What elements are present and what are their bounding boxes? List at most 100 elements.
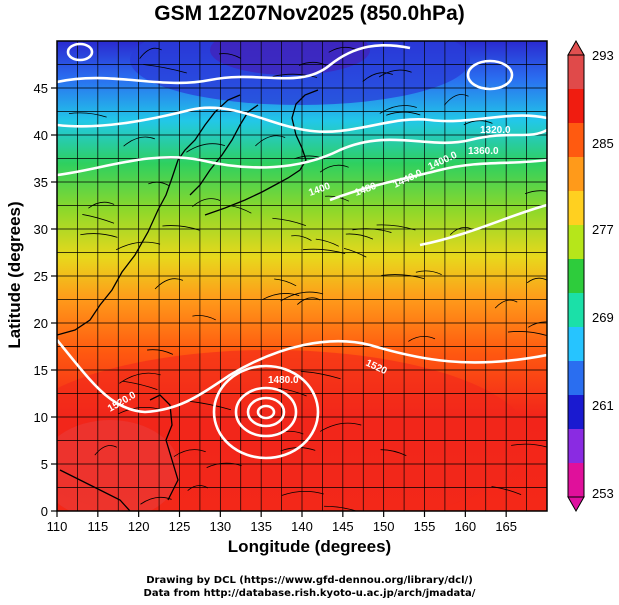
x-tick-label: 125	[169, 519, 191, 534]
colorbar-segment	[568, 293, 584, 328]
streamline	[218, 53, 241, 59]
philippines-coastline	[149, 394, 179, 501]
streamline	[303, 248, 346, 255]
y-tick-label: 15	[34, 363, 48, 378]
japan-coastline	[204, 89, 319, 216]
streamline	[297, 297, 321, 305]
streamline	[291, 235, 312, 241]
streamline	[139, 47, 162, 59]
colorbar-segment	[568, 55, 584, 90]
x-tick-label: 160	[454, 519, 476, 534]
x-tick-label: 150	[373, 519, 395, 534]
y-tick-label: 45	[34, 81, 48, 96]
contour-label: 1320.0	[480, 125, 511, 136]
streamline	[507, 331, 547, 337]
streamline	[88, 201, 115, 209]
y-tick-label: 10	[34, 410, 48, 425]
streamline	[319, 164, 349, 173]
contour-line	[57, 339, 547, 414]
streamline	[154, 278, 184, 290]
streamline	[68, 112, 107, 118]
colorbar-label: 261	[592, 398, 614, 413]
x-tick-label: 120	[128, 519, 150, 534]
y-tick-label: 0	[41, 504, 48, 519]
streamline	[94, 445, 118, 456]
contour-label: 1360.0	[468, 146, 499, 157]
streamline	[379, 105, 417, 114]
y-tick-label: 35	[34, 175, 48, 190]
x-axis: 110 115 120 125 130 135 140 145 150 155 160 165	[47, 511, 517, 534]
streamline	[173, 449, 206, 457]
streamline	[328, 46, 357, 53]
streamline	[143, 64, 187, 74]
streamline	[345, 233, 374, 240]
streamline	[272, 217, 307, 226]
colorbar-segment	[568, 327, 584, 362]
streamline	[444, 94, 469, 106]
y-tick-label: 5	[41, 457, 48, 472]
streamline	[524, 190, 547, 195]
borneo-coastline	[59, 469, 131, 511]
streamline	[415, 270, 442, 275]
streamline	[189, 400, 232, 411]
y-axis: 0 5 10 15 20 25 30 35 40 45	[34, 81, 57, 519]
streamline	[298, 61, 327, 66]
streamline	[362, 72, 393, 82]
streamline	[148, 181, 170, 187]
contour-line	[57, 128, 547, 177]
colorbar-top-arrow	[567, 39, 585, 56]
streamline	[381, 274, 425, 280]
data-credit: Data from http://database.rish.kyoto-u.a…	[143, 588, 476, 599]
streamline	[315, 238, 339, 247]
colorbar-segments	[567, 54, 585, 498]
streamline	[118, 406, 161, 415]
y-axis-label: Latitude (degrees)	[5, 201, 24, 349]
y-tick-label: 30	[34, 222, 48, 237]
streamline	[450, 226, 473, 235]
colorbar-label: 269	[592, 310, 614, 325]
contour-line	[419, 203, 547, 247]
streamline	[262, 293, 300, 300]
x-axis-label: Longitude (degrees)	[227, 537, 392, 556]
streamline	[122, 380, 158, 390]
contour-line	[212, 364, 320, 460]
colorbar-segment	[568, 157, 584, 192]
streamline	[280, 291, 324, 302]
x-tick-label: 115	[87, 519, 108, 534]
contour-line	[256, 404, 276, 420]
colorbar-labels: 293 285 277 269 261 253	[592, 48, 614, 501]
streamline	[300, 370, 341, 380]
streamline	[491, 486, 522, 495]
streamline	[123, 136, 156, 147]
height-contours	[57, 42, 547, 460]
y-tick-label: 25	[34, 269, 48, 284]
figure-title: GSM 12Z07Nov2025 (850.0hPa)	[154, 2, 465, 25]
streamline	[408, 336, 436, 342]
colorbar-segment	[568, 395, 584, 430]
lat-lon-grid	[57, 41, 547, 511]
colorbar: 293 285 277 269 261 253	[567, 39, 614, 513]
streamline	[380, 449, 407, 457]
colorbar-segment	[568, 463, 584, 498]
streamline	[147, 349, 174, 355]
contour-line	[329, 158, 547, 202]
contour-line	[246, 396, 286, 428]
streamline	[187, 485, 209, 491]
colorbar-segment	[568, 429, 584, 464]
colorbar-segment	[568, 361, 584, 396]
asia-coastline	[57, 94, 241, 336]
streamline	[115, 241, 161, 251]
x-tick-label: 155	[414, 519, 436, 534]
streamline	[274, 278, 297, 287]
streamline	[319, 422, 362, 432]
x-tick-label: 140	[291, 519, 313, 534]
map-field-layer: 1320.0 1360.0 1400.0 1440.0 1480 1400 15…	[57, 41, 547, 511]
streamline	[376, 224, 416, 231]
contour-line	[57, 106, 547, 133]
contour-line	[234, 386, 298, 438]
streamline	[255, 135, 286, 147]
contour-label: 1480.0	[268, 375, 299, 386]
colorbar-segment	[568, 89, 584, 124]
streamline	[343, 247, 367, 258]
